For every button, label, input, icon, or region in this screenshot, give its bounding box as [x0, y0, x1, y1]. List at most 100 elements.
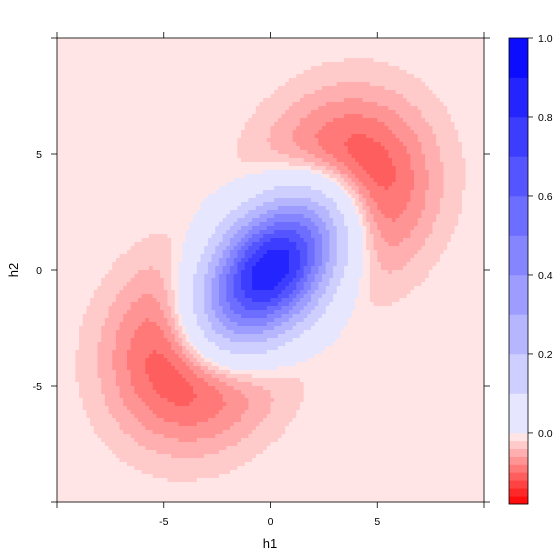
heatmap-cell — [377, 250, 419, 255]
heatmap-cell — [112, 362, 128, 367]
heatmap-cell — [112, 358, 128, 363]
heatmap-cell — [237, 146, 272, 151]
heatmap-cell — [439, 202, 463, 207]
heatmap-cell — [252, 274, 286, 279]
heatmap-cell — [93, 290, 121, 295]
heatmap-cell — [443, 102, 485, 107]
heatmap-cell — [101, 382, 117, 387]
heatmap-cell — [222, 250, 231, 255]
heatmap-cell — [57, 462, 128, 467]
heatmap-cell — [174, 290, 180, 295]
heatmap-cell — [417, 222, 434, 227]
heatmap-cell — [156, 414, 216, 419]
heatmap-cell — [57, 378, 77, 383]
heatmap-cell — [443, 182, 467, 187]
heatmap-cell — [399, 138, 419, 143]
heatmap-cell — [292, 290, 301, 295]
heatmap-cell — [57, 374, 77, 379]
heatmap-cell — [112, 366, 128, 371]
heatmap-cell — [218, 262, 227, 267]
heatmap-cell — [410, 102, 445, 107]
heatmap-cell — [347, 230, 364, 235]
heatmap-cell — [57, 90, 275, 95]
heatmap-cell — [358, 190, 371, 195]
heatmap-cell — [333, 222, 345, 227]
heatmap-cell — [57, 482, 485, 487]
heatmap-cell — [241, 246, 250, 251]
heatmap-cell — [115, 338, 132, 343]
heatmap-cell — [285, 286, 297, 291]
heatmap-cell — [233, 330, 264, 335]
heatmap-cell — [241, 390, 272, 395]
heatmap-cell — [314, 278, 323, 283]
heatmap-cell — [369, 266, 382, 271]
heatmap-cell — [196, 374, 213, 379]
heatmap-cell — [285, 426, 485, 431]
heatmap-cell — [104, 318, 124, 323]
heatmap-cell — [57, 138, 238, 143]
heatmap-cell — [347, 246, 364, 251]
heatmap-cell — [112, 354, 128, 359]
heatmap-cell — [226, 402, 250, 407]
heatmap-cell — [145, 446, 227, 451]
heatmap-cell — [443, 194, 463, 199]
heatmap-cell — [369, 174, 397, 179]
heatmap-cell — [410, 230, 434, 235]
heatmap-cell — [414, 286, 485, 291]
heatmap-cell — [329, 174, 342, 179]
heatmap-cell — [171, 238, 187, 243]
heatmap-cell — [303, 274, 308, 279]
heatmap-cell — [211, 374, 227, 379]
heatmap-cell — [270, 402, 301, 407]
heatmap-cell — [461, 146, 485, 151]
heatmap-cell — [369, 194, 411, 199]
heatmap-cell — [358, 222, 364, 227]
heatmap-cell — [119, 458, 253, 463]
heatmap-cell — [145, 366, 176, 371]
heatmap-cell — [178, 330, 183, 335]
heatmap-cell — [57, 54, 485, 59]
heatmap-cell — [222, 254, 231, 259]
heatmap-cell — [222, 270, 231, 275]
heatmap-cell — [57, 242, 135, 247]
heatmap-cell — [171, 258, 183, 263]
heatmap-cell — [322, 218, 334, 223]
heatmap-cell — [230, 254, 238, 259]
heatmap-cell — [454, 226, 485, 231]
heatmap-cell — [288, 270, 297, 275]
heatmap-cell — [450, 234, 485, 239]
heatmap-cell — [244, 254, 253, 259]
heatmap-cell — [406, 202, 426, 207]
heatmap-cell — [211, 306, 224, 311]
heatmap-cell — [314, 262, 323, 267]
heatmap-cell — [57, 446, 110, 451]
heatmap-cell — [447, 106, 485, 111]
heatmap-cell — [369, 262, 382, 267]
heatmap-cell — [57, 58, 345, 63]
heatmap-cell — [432, 226, 456, 231]
heatmap-cell — [299, 266, 305, 271]
heatmap-cell — [344, 162, 360, 167]
heatmap-cell — [149, 378, 187, 383]
heatmap-cell — [115, 370, 132, 375]
heatmap-cell — [152, 410, 220, 415]
heatmap-cell — [215, 342, 286, 347]
heatmap-cell — [119, 322, 143, 327]
heatmap-cell — [369, 254, 378, 259]
heatmap-cell — [182, 322, 198, 327]
heatmap-cell — [204, 278, 213, 283]
heatmap-cell — [288, 266, 301, 271]
heatmap-cell — [97, 354, 113, 359]
heatmap-cell — [318, 214, 330, 219]
heatmap-cell — [218, 282, 227, 287]
heatmap-cell — [178, 322, 183, 327]
heatmap-cell — [255, 454, 485, 459]
heatmap-cell — [218, 258, 227, 263]
heatmap-cell — [134, 466, 238, 471]
heatmap-cell — [270, 146, 301, 151]
heatmap-cell — [57, 494, 485, 499]
heatmap-cell — [358, 214, 364, 219]
heatmap-cell — [410, 126, 434, 131]
heatmap-cell — [362, 238, 367, 243]
heatmap-cell — [255, 110, 286, 115]
